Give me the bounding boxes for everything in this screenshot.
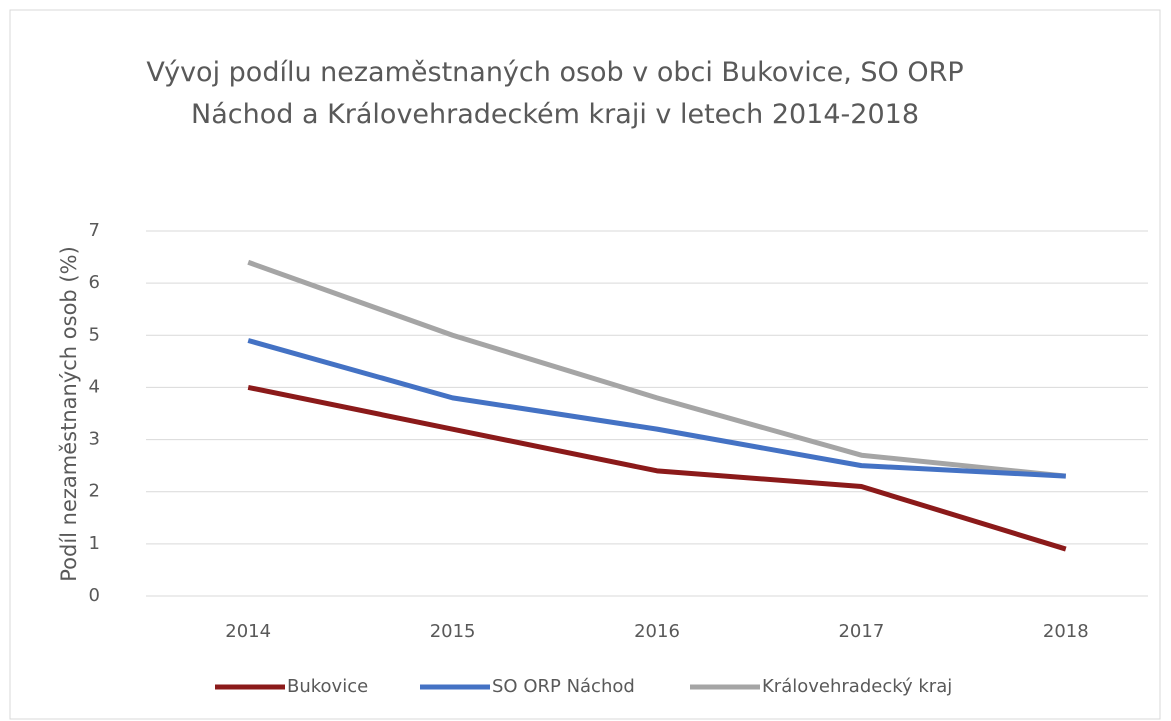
chart-title: Vývoj podílu nezaměstnaných osob v obci … — [146, 57, 964, 130]
x-tick-label: 2017 — [838, 621, 884, 642]
x-tick-label: 2015 — [430, 621, 476, 642]
y-axis-label: Podíl nezaměstnaných osob (%) — [57, 246, 81, 582]
y-tick-label: 2 — [89, 481, 100, 502]
series-line — [247, 384, 1067, 552]
legend-label: Královehradecký kraj — [762, 676, 952, 697]
x-tick-label: 2016 — [634, 621, 680, 642]
y-tick-label: 7 — [89, 220, 100, 241]
chart-border — [9, 9, 1161, 720]
y-tick-label: 0 — [89, 585, 100, 606]
legend-label: Bukovice — [287, 676, 368, 697]
series-line — [247, 338, 1066, 479]
legend-label: SO ORP Náchod — [492, 676, 635, 697]
y-tick-label: 5 — [89, 324, 100, 345]
x-tick-label: 2018 — [1043, 621, 1089, 642]
y-tick-label: 4 — [89, 376, 100, 397]
y-tick-label: 1 — [89, 533, 100, 554]
series-line — [247, 259, 1067, 479]
y-tick-label: 3 — [89, 429, 100, 450]
x-tick-label: 2014 — [225, 621, 271, 642]
y-tick-label: 6 — [89, 272, 100, 293]
